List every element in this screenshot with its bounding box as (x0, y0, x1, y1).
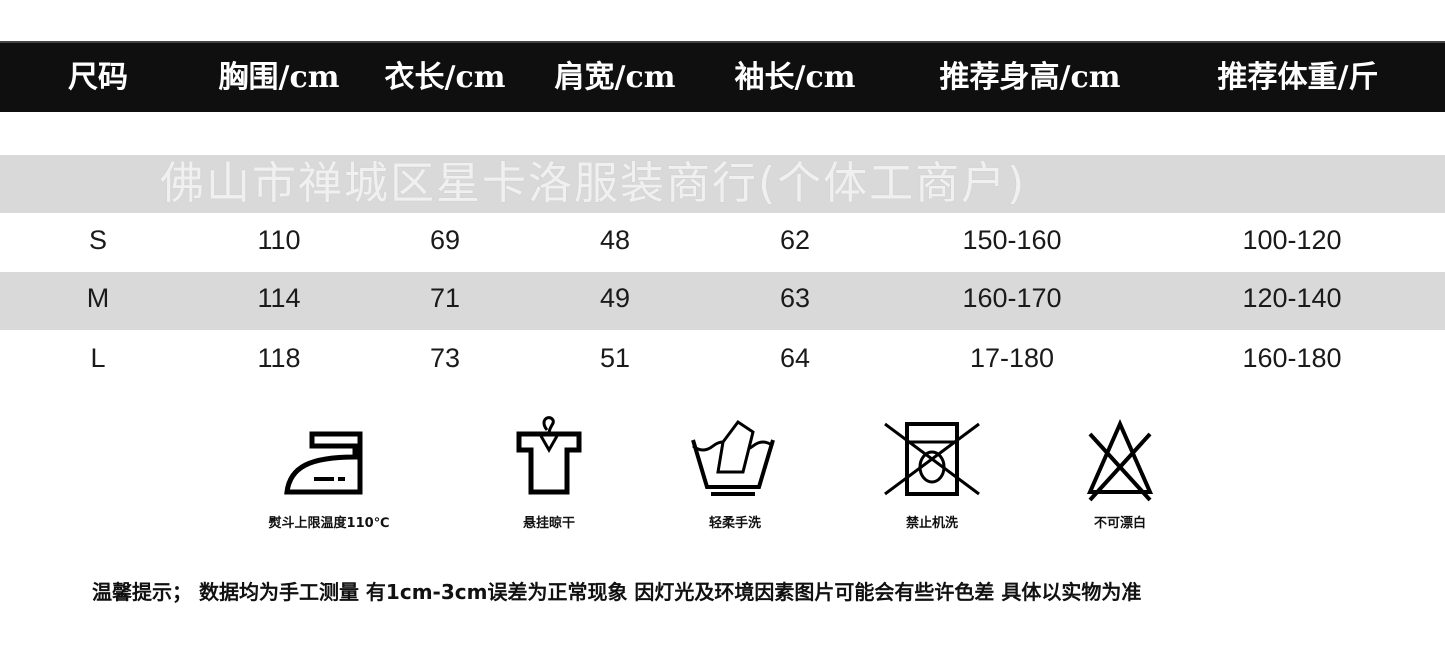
header-sleeve: 袖长/cm (734, 60, 856, 95)
table-cell: M (86, 283, 110, 313)
table-cell: 71 (429, 283, 461, 313)
table-cell: 100-120 (1242, 225, 1342, 255)
no-bleach-icon (1086, 419, 1154, 502)
care-label-hang-dry: 悬挂晾干 (522, 516, 576, 531)
table-cell: 69 (429, 225, 461, 255)
table-cell: 160-180 (1242, 343, 1342, 373)
table-cell: 62 (779, 225, 811, 255)
table-cell: 63 (779, 283, 811, 313)
table-header: 尺码 胸围/cm 衣长/cm 肩宽/cm 袖长/cm 推荐身高/cm 推荐体重/… (0, 41, 1445, 112)
no-machine-wash-icon (884, 422, 980, 496)
table-cell: 110 (257, 225, 301, 255)
row-band-m (0, 272, 1445, 330)
header-height: 推荐身高/cm (939, 60, 1121, 95)
table-cell: S (88, 225, 108, 255)
table-cell: 120-140 (1242, 283, 1342, 313)
hang-dry-icon (516, 416, 582, 495)
table-cell: 160-170 (962, 283, 1062, 313)
care-label-no-machine-wash: 禁止机洗 (905, 516, 959, 531)
header-length: 衣长/cm (384, 60, 506, 95)
care-label-hand-wash: 轻柔手洗 (708, 516, 762, 531)
table-cell: 73 (429, 343, 461, 373)
care-label-iron: 熨斗上限温度110℃ (268, 516, 390, 531)
table-cell: 64 (779, 343, 811, 373)
iron-icon (284, 431, 363, 495)
header-weight: 推荐体重/斤 (1217, 60, 1379, 95)
table-cell: 114 (257, 283, 301, 313)
table-cell: 51 (599, 343, 631, 373)
table-cell: 17-180 (969, 343, 1055, 373)
header-shoulder: 肩宽/cm (554, 60, 676, 95)
note-text: 温馨提示； 数据均为手工测量 有1cm-3cm误差为正常现象 因灯光及环境因素图… (92, 580, 1142, 604)
table-cell: 48 (599, 225, 631, 255)
header-chest: 胸围/cm (218, 60, 340, 95)
table-cell: 150-160 (962, 225, 1062, 255)
care-label-no-bleach: 不可漂白 (1093, 516, 1147, 531)
empty-band (0, 155, 1445, 213)
table-cell: L (90, 343, 106, 373)
header-size: 尺码 (68, 60, 128, 95)
table-cell: 118 (257, 343, 301, 373)
table-cell: 49 (599, 283, 631, 313)
hand-wash-icon (691, 419, 775, 496)
